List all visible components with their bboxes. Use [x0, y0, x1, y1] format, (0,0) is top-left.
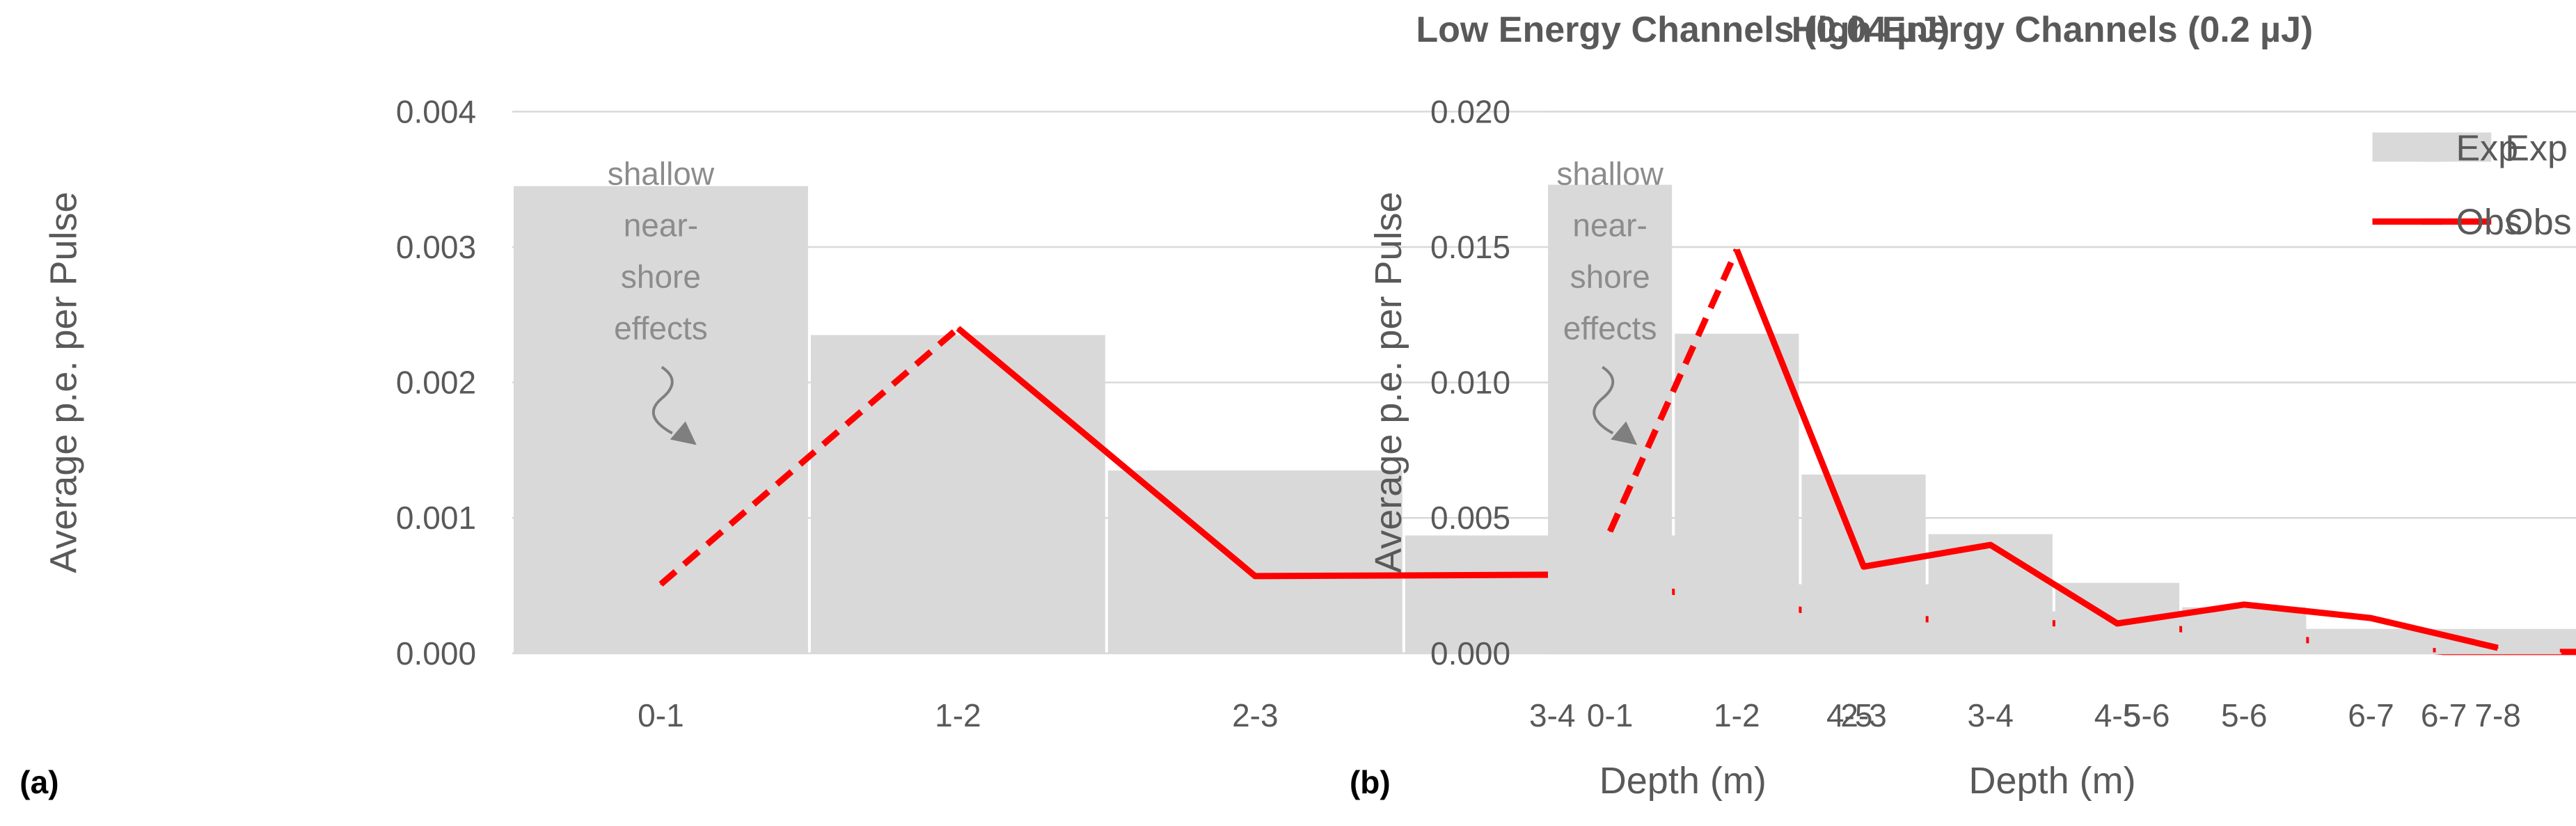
x-tick-label: 0-1 [1587, 697, 1633, 733]
x-tick-label: 4-5 [1826, 697, 1872, 733]
x-tick-label: 7-8 [2474, 697, 2520, 733]
annotation-line: shore [621, 259, 701, 295]
y-tick-label: 0.010 [1430, 365, 1510, 401]
y-axis-label: Average p.e. per Pulse [1368, 191, 1409, 573]
obs-point-3-4 [1989, 544, 1991, 546]
y-tick-label: 0.004 [396, 93, 476, 129]
annotation-line: shallow [1556, 156, 1664, 192]
x-tick-label: 1-2 [935, 697, 981, 733]
x-tick-label: 0-1 [638, 697, 683, 733]
obs-point-6-7 [2370, 617, 2372, 619]
bar-exp-1-2 [810, 335, 1105, 653]
y-tick-label: 0.020 [1430, 93, 1510, 129]
chart-low-energy: 0.000 0.001 0.002 0.003 0.004 0-1 1-2 2-3 3-4 4-5… [19, 10, 2576, 802]
annotation-line: shore [1570, 259, 1650, 295]
x-tick-label: 2-3 [1840, 697, 1886, 733]
bar-exp-0-1 [513, 186, 808, 653]
obs-line-dashed-segment [1607, 248, 1740, 533]
panel-label: (a) [19, 764, 58, 800]
x-tick-label: 3-4 [1529, 697, 1575, 733]
obs-point-2-3 [1863, 566, 1865, 568]
x-tick-label: 5-6 [2221, 697, 2267, 733]
obs-point-0-1 [1609, 530, 1611, 532]
legend-label-exp: Exp [2456, 128, 2519, 168]
annotation-line: effects [1563, 310, 1657, 347]
obs-line-dashed-segment [658, 326, 961, 587]
obs-point-4-5 [2117, 623, 2119, 625]
chart-title: High Energy Channels (0.2 µJ) [1792, 10, 2313, 50]
panel-label: (b) [1350, 764, 1391, 800]
annotation-line: near- [1572, 207, 1647, 244]
obs-point-2-3 [1254, 575, 1256, 577]
bar-exp-2-3 [1107, 470, 1402, 653]
x-tick-label: 3-4 [1968, 697, 2014, 733]
annotation-line: near- [624, 207, 698, 244]
annotation-arrow [1593, 365, 1615, 435]
x-tick-label: 1-2 [1714, 697, 1760, 733]
bar-exp-6-7 [2309, 628, 2433, 653]
annotation-line: effects [614, 310, 708, 347]
obs-point-0-1 [660, 583, 662, 585]
annotation-arrow [651, 365, 674, 435]
x-axis-label: Depth (m) [1599, 760, 1767, 802]
chart-title: Low Energy Channels (0.04 µJ) [1416, 10, 1950, 50]
y-tick-label: 0.000 [1430, 635, 1510, 672]
legend-label-obs: Obs [2505, 202, 2571, 242]
y-tick-label: 0.005 [1430, 500, 1510, 536]
bar-exp-1-2 [1675, 333, 1799, 653]
obs-point-1-2 [1736, 248, 1738, 251]
obs-point-1-2 [957, 327, 959, 329]
legend-swatch-exp [2372, 132, 2442, 162]
y-axis-label: Average p.e. per Pulse [43, 191, 85, 573]
legend-label-exp: Exp [2505, 128, 2568, 168]
y-tick-label: 0.015 [1430, 229, 1510, 265]
x-axis-label: Depth (m) [1969, 760, 2136, 802]
y-tick-label: 0.003 [396, 229, 476, 265]
x-tick-label: 2-3 [1232, 697, 1278, 733]
legend-label-obs: Obs [2456, 202, 2522, 242]
bar-exp-5-6 [2182, 607, 2307, 653]
bar-exp-0-1 [1548, 184, 1673, 653]
x-tick-label: 5-6 [2124, 697, 2170, 733]
annotation-arrowhead [1611, 421, 1638, 445]
annotation-line: shallow [608, 156, 715, 192]
chart-high-energy: 0.000 0.005 0.010 0.015 0.020 0-1 1-2 2-3 3-4 4-5… [1350, 10, 2561, 802]
x-tick-label: 6-7 [2348, 697, 2394, 733]
obs-point-5-6 [2243, 603, 2245, 605]
annotation-arrowhead [670, 421, 697, 445]
x-tick-label: 4-5 [2094, 697, 2140, 733]
obs-point-7-8 [2497, 647, 2499, 649]
y-tick-label: 0.000 [396, 635, 476, 672]
x-tick-label: 6-7 [2421, 697, 2467, 733]
y-tick-label: 0.002 [396, 365, 476, 401]
y-tick-label: 0.001 [396, 500, 476, 536]
